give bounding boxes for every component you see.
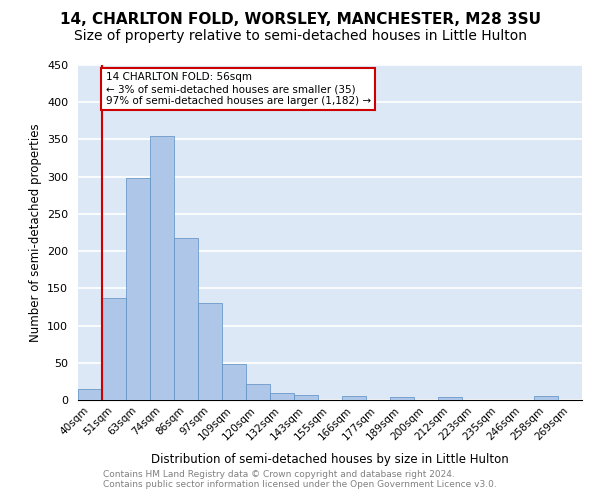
Bar bbox=[390, 397, 414, 400]
Bar bbox=[126, 178, 150, 400]
Y-axis label: Number of semi-detached properties: Number of semi-detached properties bbox=[29, 123, 41, 342]
Bar bbox=[342, 396, 366, 400]
Bar bbox=[438, 397, 462, 400]
X-axis label: Distribution of semi-detached houses by size in Little Hulton: Distribution of semi-detached houses by … bbox=[151, 453, 509, 466]
Bar bbox=[222, 364, 246, 400]
Bar bbox=[174, 238, 198, 400]
Bar bbox=[246, 384, 270, 400]
Bar bbox=[102, 298, 126, 400]
Text: 14 CHARLTON FOLD: 56sqm
← 3% of semi-detached houses are smaller (35)
97% of sem: 14 CHARLTON FOLD: 56sqm ← 3% of semi-det… bbox=[106, 72, 371, 106]
Bar bbox=[78, 389, 102, 400]
Bar bbox=[294, 395, 318, 400]
Text: 14, CHARLTON FOLD, WORSLEY, MANCHESTER, M28 3SU: 14, CHARLTON FOLD, WORSLEY, MANCHESTER, … bbox=[59, 12, 541, 28]
Bar bbox=[534, 396, 558, 400]
Text: Contains HM Land Registry data © Crown copyright and database right 2024.
Contai: Contains HM Land Registry data © Crown c… bbox=[103, 470, 497, 489]
Bar bbox=[198, 303, 222, 400]
Bar bbox=[270, 392, 294, 400]
Bar bbox=[150, 136, 174, 400]
Text: Size of property relative to semi-detached houses in Little Hulton: Size of property relative to semi-detach… bbox=[74, 29, 527, 43]
